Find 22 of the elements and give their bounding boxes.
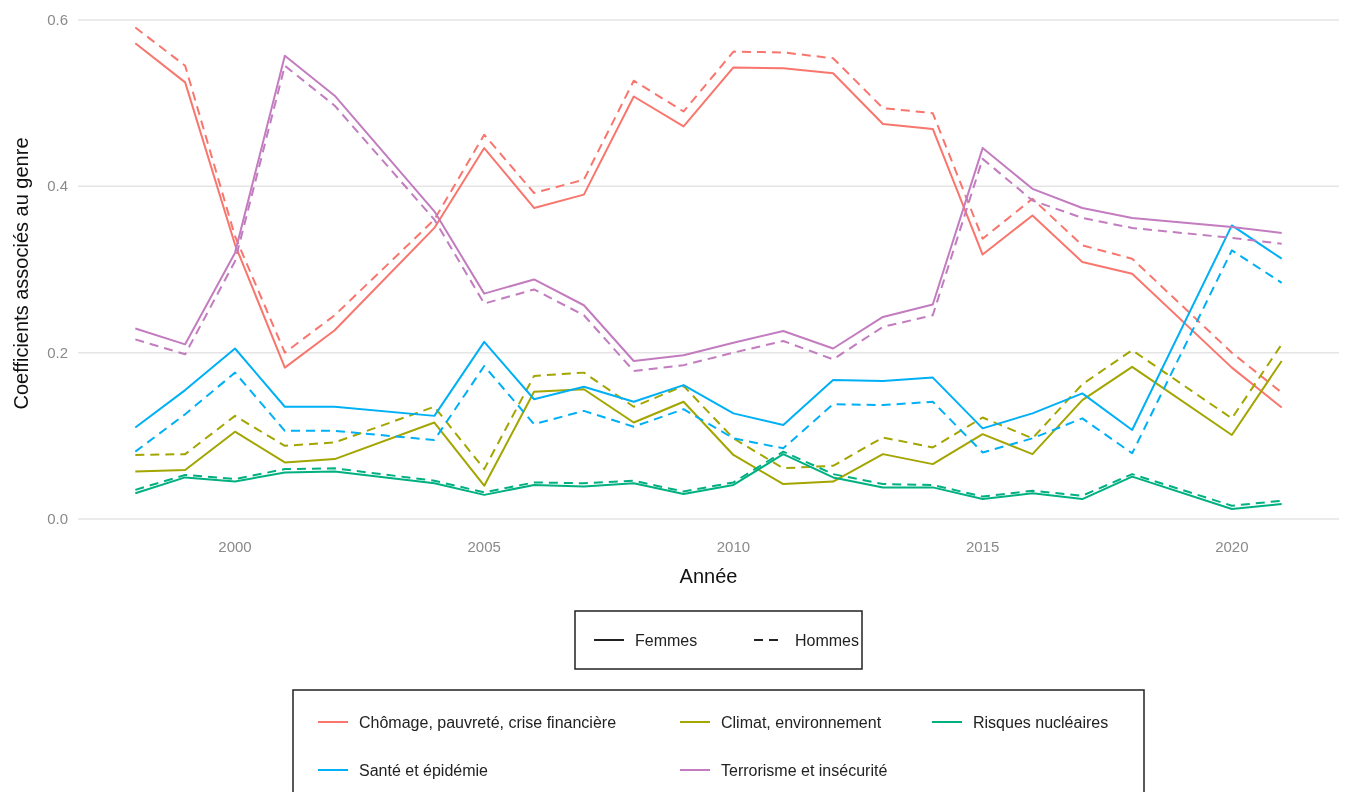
line-series <box>134 343 1283 471</box>
x-tick-label: 2005 <box>467 538 501 555</box>
line-series <box>134 224 1283 432</box>
legend-label: Chômage, pauvreté, crise financière <box>359 714 617 731</box>
x-tick-label: 2020 <box>1215 538 1249 555</box>
x-tick-label: 2000 <box>218 538 252 555</box>
y-tick-label: 0.6 <box>47 11 68 28</box>
text: Femmes <box>635 632 698 649</box>
y-tick-label: 0.0 <box>47 510 68 527</box>
y-tick-label: 0.4 <box>47 177 68 195</box>
line-series <box>134 359 1283 487</box>
y-tick-label: 0.2 <box>47 343 68 361</box>
legend-label: Climat, environnement <box>721 714 882 731</box>
x-tick-label: 2015 <box>965 538 1000 555</box>
x-axis-title: Année <box>679 565 738 587</box>
y-axis-title: Coefficients associés au genre <box>10 137 32 410</box>
legend-label: Santé et épidémie <box>359 762 489 779</box>
x-tick-label: 2010 <box>716 538 751 555</box>
legend-label: Terrorisme et insécurité <box>721 762 888 779</box>
text: Hommes <box>795 632 860 649</box>
line-series <box>134 249 1283 455</box>
legend-label: Risques nucléaires <box>973 714 1109 731</box>
